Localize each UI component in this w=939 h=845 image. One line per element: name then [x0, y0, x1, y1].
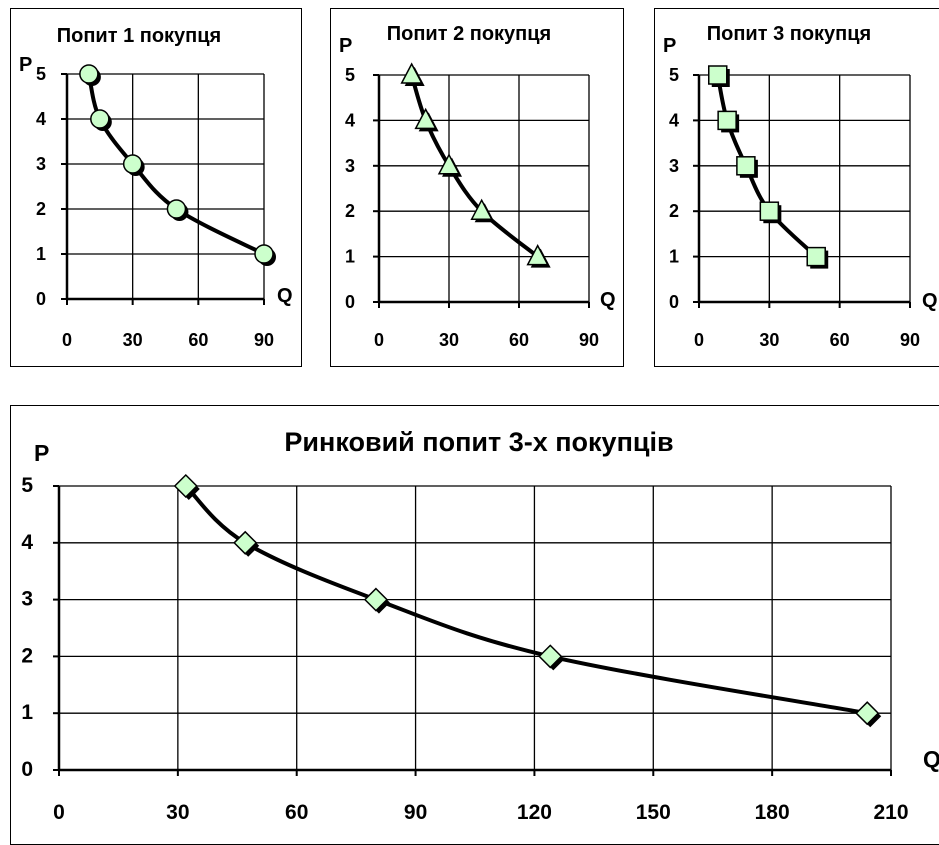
- chart-buyer-3: 0 30 60 90 0 1 2 3 4 5 Попит 3 покупця P Q: [663, 23, 938, 350]
- chart-1-data-point: [166, 199, 189, 221]
- chart-panel-buyer-3: 0 30 60 90 0 1 2 3 4 5 Попит 3 покупця P Q: [654, 8, 939, 367]
- chart-4-data-point: [538, 644, 565, 671]
- chart-1-data-point: [122, 154, 145, 176]
- chart-3-data-point: [759, 201, 782, 224]
- chart-4-y-tick-label: 4: [21, 531, 33, 554]
- chart-3-x-tick-label: 90: [900, 330, 920, 350]
- chart-2-x-tick-label: 90: [579, 330, 599, 350]
- chart-1-y-tick-label: 5: [36, 64, 46, 84]
- chart-1-x-tick-label: 60: [188, 330, 208, 350]
- chart-4-x-tick-label: 150: [636, 801, 671, 824]
- chart-1-title: Попит 1 покупця: [57, 25, 221, 47]
- chart-4-x-tick-label: 60: [285, 801, 308, 824]
- chart-3-x-axis-label: Q: [922, 290, 938, 312]
- chart-4-x-tick-label: 0: [53, 801, 65, 824]
- chart-1-y-tick-label: 3: [36, 154, 46, 174]
- chart-2-y-tick-label: 2: [345, 201, 355, 221]
- chart-2-data-point: [400, 62, 425, 86]
- chart-1-y-axis-label: P: [19, 54, 32, 76]
- chart-3-data-point: [806, 246, 829, 269]
- chart-1-y-tick-label: 1: [36, 244, 46, 264]
- chart-2-data-point: [414, 107, 439, 132]
- chart-1-y-tick-label: 0: [36, 289, 46, 309]
- chart-3-y-tick-label: 2: [669, 201, 679, 221]
- chart-3-data-point: [717, 110, 740, 133]
- chart-1-x-tick-label: 30: [123, 330, 143, 350]
- chart-3-x-tick-label: 60: [830, 330, 850, 350]
- chart-2-y-tick-label: 0: [345, 292, 355, 312]
- chart-3-data-point: [736, 156, 758, 178]
- chart-panel-buyer-2: 0 30 60 90 0 1 2 3 4 5 Попит 2 покупця P Q: [330, 8, 624, 367]
- chart-2-y-tick-label: 3: [345, 156, 355, 176]
- chart-3-y-tick-label: 1: [669, 247, 679, 267]
- chart-panel-buyer-1: 0 30 60 90 0 1 2 3 4 5 Попит 1 покупця P Q: [10, 8, 302, 367]
- chart-2-data-point: [470, 198, 495, 223]
- chart-3-y-tick-label: 0: [669, 292, 679, 312]
- chart-market-demand: 0 30 60 90 120 150 180 210 0 1 2 3 4 5 Ринковий попит …: [21, 427, 939, 824]
- chart-4-x-tick-label: 90: [404, 801, 427, 824]
- chart-4-data-point: [855, 701, 882, 728]
- chart-4-x-tick-label: 120: [517, 801, 552, 824]
- chart-4-data-point: [363, 587, 390, 614]
- chart-3-x-tick-label: 30: [759, 330, 779, 350]
- chart-4-data-point: [173, 473, 200, 500]
- chart-2-data-point: [437, 153, 462, 177]
- chart-4-data-point: [233, 530, 260, 557]
- chart-2-data-point: [526, 243, 551, 268]
- chart-1-data-point: [254, 244, 276, 266]
- chart-2-x-tick-label: 0: [374, 330, 384, 350]
- chart-4-y-tick-label: 0: [21, 758, 33, 781]
- chart-1-y-tick-label: 2: [36, 199, 46, 219]
- chart-1-data-point: [79, 64, 101, 86]
- chart-2-title: Попит 2 покупця: [387, 23, 551, 45]
- chart-3-y-tick-label: 5: [669, 65, 679, 85]
- chart-buyer-1: 0 30 60 90 0 1 2 3 4 5 Попит 1 покупця P Q: [19, 25, 293, 350]
- chart-4-y-axis-label: P: [34, 440, 49, 466]
- chart-3-y-tick-label: 3: [669, 156, 679, 176]
- chart-3-title: Попит 3 покупця: [707, 23, 871, 45]
- chart-2-y-tick-label: 1: [345, 247, 355, 267]
- chart-buyer-2: 0 30 60 90 0 1 2 3 4 5 Попит 2 покупця P Q: [339, 23, 616, 350]
- chart-2-y-tick-label: 4: [345, 110, 355, 130]
- chart-2-x-axis-label: Q: [600, 289, 616, 311]
- chart-4-title: Ринковий попит 3-х покупців: [284, 427, 673, 457]
- chart-4-x-tick-label: 30: [166, 801, 189, 824]
- chart-4-y-tick-label: 2: [21, 644, 33, 667]
- chart-4-y-tick-label: 3: [21, 588, 33, 611]
- chart-3-y-axis-label: P: [663, 35, 676, 57]
- chart-1-data-point: [90, 109, 112, 131]
- chart-4-y-tick-label: 1: [21, 701, 33, 724]
- chart-3-y-tick-label: 4: [669, 110, 679, 130]
- chart-4-x-tick-label: 210: [873, 801, 908, 824]
- chart-1-y-tick-label: 4: [36, 109, 46, 129]
- chart-2-y-tick-label: 5: [345, 65, 355, 85]
- chart-2-y-axis-label: P: [339, 35, 352, 57]
- chart-2-x-tick-label: 30: [439, 330, 459, 350]
- chart-3-data-point: [708, 65, 730, 87]
- chart-4-x-axis-label: Q: [923, 746, 939, 772]
- chart-1-x-tick-label: 90: [254, 330, 274, 350]
- chart-panel-market: 0 30 60 90 120 150 180 210 0 1 2 3 4 5 Ринковий попит …: [10, 405, 939, 845]
- chart-3-x-tick-label: 0: [694, 330, 704, 350]
- chart-4-x-tick-label: 180: [755, 801, 790, 824]
- chart-1-x-tick-label: 0: [62, 330, 72, 350]
- chart-4-y-tick-label: 5: [21, 474, 33, 497]
- chart-1-x-axis-label: Q: [277, 285, 293, 307]
- chart-2-x-tick-label: 60: [509, 330, 529, 350]
